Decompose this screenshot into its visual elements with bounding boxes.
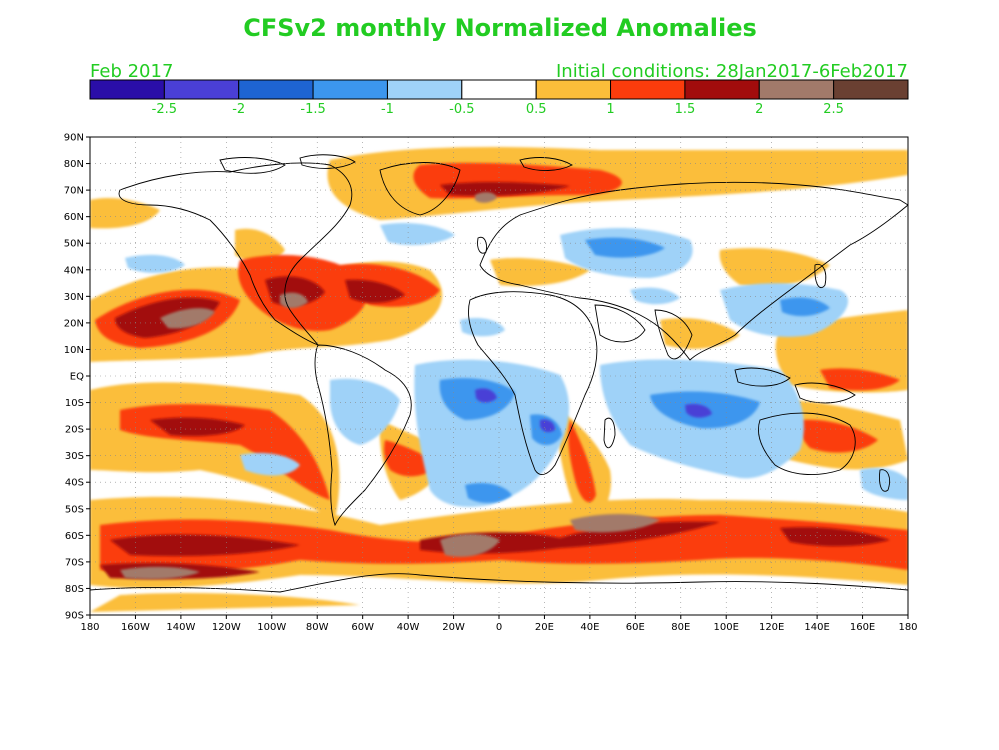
- lon-tick-label: 40W: [397, 622, 420, 633]
- colorbar-tick-label: 1.5: [675, 102, 696, 117]
- lon-tick-label: 120W: [212, 622, 241, 633]
- lat-tick-label: 30S: [65, 451, 84, 462]
- lon-tick-label: 160E: [850, 622, 875, 633]
- colorbar-swatch: [238, 79, 314, 100]
- lon-tick-label: 140W: [166, 622, 195, 633]
- colorbar-swatch: [684, 79, 760, 100]
- lat-tick-label: 50N: [64, 239, 84, 250]
- colorbar-tick-label: 1: [606, 102, 614, 117]
- colorbar-labels: -2.5 -2 -1.5 -1 -0.5 0.5 1 1.5 2 2.5: [152, 102, 844, 117]
- initial-conditions-label: Initial conditions: 28Jan2017-6Feb2017: [556, 61, 908, 82]
- lon-tick-label: 180: [898, 622, 917, 633]
- lon-tick-label: 20W: [442, 622, 465, 633]
- colorbar-tick-label: -2.5: [152, 102, 177, 117]
- lat-tick-label: 80S: [65, 584, 84, 595]
- lat-tick-label: 90N: [64, 133, 84, 144]
- lon-tick-label: 140E: [804, 622, 829, 633]
- colorbar-tick-label: 2.5: [823, 102, 844, 117]
- lon-tick-label: 0: [496, 622, 502, 633]
- anomaly-field: [90, 137, 908, 615]
- colorbar-tick-label: -2: [232, 102, 245, 117]
- colorbar-swatch: [461, 79, 537, 100]
- lat-tick-label: 60S: [65, 531, 84, 542]
- lon-tick-label: 40E: [580, 622, 599, 633]
- anomaly-band-neg-1-5-to-neg-2: [475, 388, 712, 433]
- lon-tick-label: 100E: [714, 622, 739, 633]
- lon-tick-label: 80W: [306, 622, 329, 633]
- lon-tick-label: 160W: [121, 622, 150, 633]
- lat-tick-label: 40S: [65, 478, 84, 489]
- lat-tick-label: 10N: [64, 345, 84, 356]
- lat-tick-label: 40N: [64, 265, 84, 276]
- colorbar-swatch: [163, 79, 240, 100]
- colorbar-swatch: [758, 79, 835, 100]
- lon-tick-label: 100W: [257, 622, 286, 633]
- longitude-axis: 180 160W 140W 120W 100W 80W 60W 40W 20W 0 20E 40E 60…: [80, 615, 918, 633]
- lon-tick-label: 20E: [535, 622, 554, 633]
- colorbar-tick-label: -1.5: [300, 102, 325, 117]
- colorbar-tick-label: -0.5: [449, 102, 474, 117]
- lat-tick-label: 70S: [65, 557, 84, 568]
- forecast-month-label: Feb 2017: [90, 61, 173, 82]
- colorbar-tick-label: 2: [755, 102, 763, 117]
- lon-tick-label: 180: [80, 622, 99, 633]
- lat-tick-label: EQ: [70, 372, 84, 383]
- colorbar-tick-label: 0.5: [526, 102, 547, 117]
- colorbar-swatch: [833, 79, 909, 100]
- colorbar-swatch: [610, 79, 686, 100]
- lat-tick-label: 20S: [65, 425, 84, 436]
- colorbar-swatch: [312, 79, 388, 100]
- lat-tick-label: 10S: [65, 398, 84, 409]
- lon-tick-label: 120E: [759, 622, 784, 633]
- colorbar-tick-label: -1: [381, 102, 394, 117]
- anomaly-band-2-to-2-5: [120, 192, 660, 580]
- lat-tick-label: 90S: [65, 611, 84, 622]
- lat-tick-label: 20N: [64, 318, 84, 329]
- coastlines: [90, 154, 908, 593]
- lon-tick-label: 60E: [626, 622, 645, 633]
- colorbar-swatch: [89, 79, 165, 100]
- lat-tick-label: 30N: [64, 292, 84, 303]
- colorbar-swatch: [386, 79, 463, 100]
- lat-tick-label: 70N: [64, 186, 84, 197]
- lat-tick-label: 80N: [64, 159, 84, 170]
- lat-tick-label: 60N: [64, 212, 84, 223]
- colorbar-swatch: [535, 79, 612, 100]
- chart-title: CFSv2 monthly Normalized Anomalies: [243, 14, 757, 42]
- latitude-axis: 90N 80N 70N 60N 50N 40N 30N 20N 10N EQ 10S 20S 30S 40…: [64, 133, 90, 622]
- colorbar: [89, 79, 909, 100]
- map-panel: 90N 80N 70N 60N 50N 40N 30N 20N 10N EQ 10S 20S 30S 40…: [64, 133, 918, 634]
- lon-tick-label: 80E: [671, 622, 690, 633]
- lat-tick-label: 50S: [65, 504, 84, 515]
- lon-tick-label: 60W: [351, 622, 374, 633]
